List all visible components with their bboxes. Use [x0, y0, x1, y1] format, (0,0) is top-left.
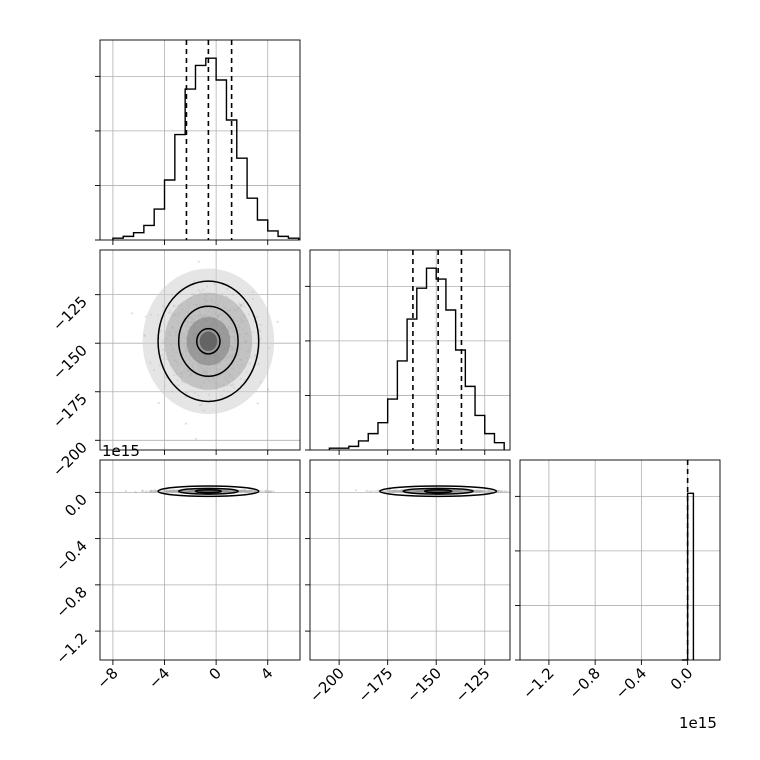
contour-2-1: [402, 487, 474, 495]
contour-1-0: [194, 488, 223, 494]
scatter-2-x-ticklabel-1: −175: [355, 664, 397, 706]
hist-panel-2-frame: [519, 459, 721, 661]
y2-offset-label: 1e15: [102, 442, 140, 460]
hist-panel-0-frame: [99, 39, 301, 241]
scatter-point: [141, 489, 144, 493]
scatter-panel-0-data: [130, 260, 279, 440]
frame-layer: [95, 39, 721, 665]
histogram-0: [112, 57, 300, 240]
scatter-point: [267, 388, 270, 391]
scatter-panel-1-data: [124, 485, 275, 498]
x2-offset-label: 1e15: [679, 714, 717, 732]
scatter-point: [197, 260, 200, 263]
scatter-point: [194, 437, 197, 440]
scatter-point: [130, 312, 134, 315]
scatter-point: [517, 491, 519, 493]
contour-2-2: [379, 485, 498, 498]
data-layer: [112, 40, 695, 661]
contour-2-0: [423, 488, 453, 494]
scatter-panel-2-data: [355, 485, 519, 498]
hist-panel-1-frame: [309, 249, 511, 451]
scatter-1-y-ticklabel-1: −0.4: [52, 537, 90, 575]
scatter-point: [256, 402, 259, 405]
scatter-point: [157, 401, 160, 405]
scatter-1-x-ticklabel-1: −4: [145, 664, 173, 692]
hist-2-x-ticklabel-0: −1.2: [519, 664, 557, 702]
contour-0-0: [196, 327, 221, 355]
scatter-point: [184, 422, 187, 425]
scatter-2-x-ticklabel-0: −200: [306, 664, 348, 706]
scatter-point: [134, 490, 137, 493]
scatter-point: [276, 320, 279, 323]
scatter-1-y-ticklabel-2: −0.8: [52, 583, 90, 621]
scatter-0-y-ticklabel-1: −150: [49, 341, 91, 383]
scatter-point: [124, 490, 127, 493]
contour-0-2: [157, 280, 260, 403]
scatter-0-y-ticklabel-3: −200: [49, 438, 91, 480]
scatter-1-y-ticklabel-3: −1.2: [52, 629, 90, 667]
scatter-panel-0-frame: [99, 249, 301, 451]
scatter-point: [355, 489, 358, 492]
scatter-1-x-ticklabel-3: 4: [257, 664, 276, 683]
scatter-1-x-ticklabel-2: 0: [205, 664, 224, 683]
contour-1-2: [157, 485, 260, 498]
scatter-1-x-ticklabel-0: −8: [93, 664, 121, 692]
scatter-1-y-ticklabel-0: 0.0: [61, 490, 91, 520]
contour-0-1: [177, 305, 239, 377]
scatter-0-y-ticklabel-0: −125: [49, 293, 91, 335]
scatter-panel-2-frame: [309, 459, 511, 661]
hist-2-x-ticklabel-3: 0.0: [667, 664, 697, 694]
density-level-3: [199, 331, 218, 351]
histogram-1: [328, 267, 505, 450]
scatter-0-y-ticklabel-2: −175: [49, 390, 91, 432]
contour-1-1: [177, 487, 239, 495]
scatter-panel-1-frame: [99, 459, 301, 661]
hist-2-x-ticklabel-2: −0.4: [612, 664, 650, 702]
scatter-2-x-ticklabel-3: −125: [452, 664, 494, 706]
hist-2-x-ticklabel-1: −0.8: [565, 664, 603, 702]
scatter-2-x-ticklabel-2: −150: [403, 664, 445, 706]
